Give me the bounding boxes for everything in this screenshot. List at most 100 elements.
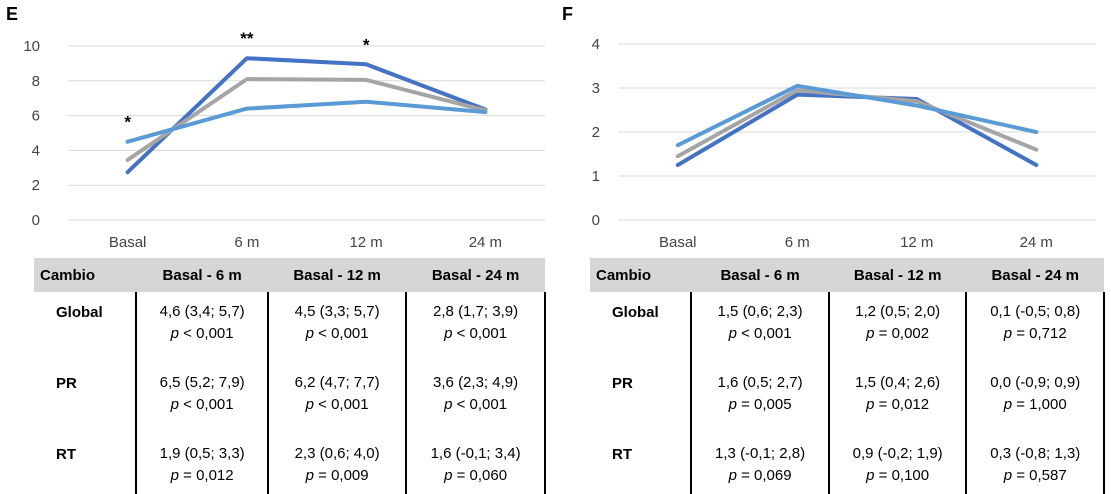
p-value: p = 0,069 bbox=[728, 467, 792, 484]
y-tick-label: 0 bbox=[32, 212, 40, 229]
significance-marker: * bbox=[124, 113, 131, 132]
table-header-row: Cambio Basal - 6 m Basal - 12 m Basal - 24 … bbox=[34, 258, 545, 292]
panel-label: E bbox=[6, 4, 19, 24]
y-tick-label: 1 bbox=[592, 168, 600, 185]
estimate-ci: 1,6 (-0,1; 3,4) bbox=[430, 445, 521, 462]
estimate-ci: 0,9 (-0,2; 1,9) bbox=[852, 445, 943, 462]
table-cell: 4,5 (3,3; 5,7) p < 0,001 bbox=[268, 292, 408, 363]
p-value: p = 1,000 bbox=[1003, 396, 1067, 413]
stats-table-e: Cambio Basal - 6 m Basal - 12 m Basal - 24 … bbox=[34, 258, 546, 494]
y-tick-label: 3 bbox=[592, 80, 600, 97]
panel-label: F bbox=[562, 4, 573, 24]
estimate-ci: 2,8 (1,7; 3,9) bbox=[433, 303, 519, 320]
column-header: Basal - 24 m bbox=[406, 258, 545, 292]
header-cambio: Cambio bbox=[34, 258, 137, 292]
estimate-ci: 0,0 (-0,9; 0,9) bbox=[990, 374, 1081, 391]
table-row: RT 1,3 (-0,1; 2,8) p = 0,069 0,9 (-0,2; 1,9… bbox=[590, 434, 1105, 494]
estimate-ci: 1,2 (0,5; 2,0) bbox=[855, 303, 941, 320]
table-cell: 1,6 (0,5; 2,7) p = 0,005 bbox=[690, 363, 830, 434]
p-value: p = 0,009 bbox=[305, 467, 369, 484]
y-tick-label: 10 bbox=[23, 38, 40, 55]
p-value: p < 0,001 bbox=[305, 325, 369, 342]
table-cell: 0,3 (-0,8; 1,3) p = 0,587 bbox=[966, 434, 1105, 494]
y-tick-label: 4 bbox=[592, 36, 600, 53]
p-value: p = 0,012 bbox=[866, 396, 930, 413]
estimate-ci: 0,1 (-0,5; 0,8) bbox=[990, 303, 1081, 320]
row-label: PR bbox=[56, 375, 77, 392]
row-label: RT bbox=[612, 446, 632, 463]
estimate-ci: 1,3 (-0,1; 2,8) bbox=[715, 445, 806, 462]
estimate-ci: 2,3 (0,6; 4,0) bbox=[294, 445, 380, 462]
table-row: RT 1,9 (0,5; 3,3) p = 0,012 2,3 (0,6; 4,0) p… bbox=[34, 434, 546, 494]
column-header: Basal - 24 m bbox=[966, 258, 1104, 292]
estimate-ci: 4,6 (3,4; 5,7) bbox=[159, 303, 245, 320]
estimate-ci: 1,5 (0,6; 2,3) bbox=[717, 303, 803, 320]
table-cell: 1,5 (0,6; 2,3) p < 0,001 bbox=[690, 292, 830, 363]
estimate-ci: 1,9 (0,5; 3,3) bbox=[159, 445, 245, 462]
y-tick-label: 2 bbox=[592, 124, 600, 141]
p-value: p < 0,001 bbox=[444, 325, 508, 342]
panel-e: E 0 2 4 6 8 10 Basal 6 m 12 m 24 m * ** * Cambio Basa… bbox=[0, 0, 555, 494]
series-line-1 bbox=[125, 56, 488, 175]
estimate-ci: 6,5 (5,2; 7,9) bbox=[159, 374, 245, 391]
y-tick-label: 4 bbox=[32, 142, 40, 159]
table-row: PR 1,6 (0,5; 2,7) p = 0,005 1,5 (0,4; 2,6) p… bbox=[590, 363, 1105, 434]
x-tick-label: 12 m bbox=[349, 234, 382, 251]
table-cell: 2,3 (0,6; 4,0) p = 0,009 bbox=[268, 434, 408, 494]
p-value: p < 0,001 bbox=[444, 396, 508, 413]
table-cell: 4,6 (3,4; 5,7) p < 0,001 bbox=[135, 292, 270, 363]
p-value: p < 0,001 bbox=[170, 325, 234, 342]
series-line-2 bbox=[675, 88, 1039, 159]
estimate-ci: 0,3 (-0,8; 1,3) bbox=[990, 445, 1081, 462]
x-tick-label: 6 m bbox=[234, 234, 259, 251]
table-row: Global 4,6 (3,4; 5,7) p < 0,001 4,5 (3,3; 5… bbox=[34, 292, 546, 363]
p-value: p = 0,012 bbox=[170, 467, 234, 484]
series-line-3 bbox=[675, 83, 1039, 148]
column-header: Basal - 6 m bbox=[691, 258, 829, 292]
table-cell: 1,9 (0,5; 3,3) p = 0,012 bbox=[135, 434, 270, 494]
p-value: p = 0,712 bbox=[1003, 325, 1067, 342]
estimate-ci: 1,6 (0,5; 2,7) bbox=[717, 374, 803, 391]
table-cell: 0,0 (-0,9; 0,9) p = 1,000 bbox=[966, 363, 1105, 434]
row-label: RT bbox=[56, 446, 76, 463]
p-value: p = 0,587 bbox=[1003, 467, 1067, 484]
row-label: PR bbox=[612, 375, 633, 392]
table-row: PR 6,5 (5,2; 7,9) p < 0,001 6,2 (4,7; 7,7) p… bbox=[34, 363, 546, 434]
x-tick-label: Basal bbox=[659, 234, 697, 251]
x-tick-label: 6 m bbox=[785, 234, 810, 251]
stats-table-f: Cambio Basal - 6 m Basal - 12 m Basal - 24 … bbox=[590, 258, 1105, 494]
x-tick-label: 12 m bbox=[900, 234, 933, 251]
series-line-3 bbox=[125, 99, 488, 144]
table-cell: 1,5 (0,4; 2,6) p = 0,012 bbox=[828, 363, 968, 434]
series-line-2 bbox=[125, 77, 488, 162]
x-tick-label: 24 m bbox=[469, 234, 502, 251]
y-tick-label: 6 bbox=[32, 108, 40, 125]
x-tick-label: Basal bbox=[109, 234, 147, 251]
column-header: Basal - 6 m bbox=[136, 258, 269, 292]
y-tick-label: 0 bbox=[592, 212, 600, 229]
table-cell: 0,1 (-0,5; 0,8) p = 0,712 bbox=[966, 292, 1105, 363]
table-cell: 6,2 (4,7; 7,7) p < 0,001 bbox=[268, 363, 408, 434]
x-tick-label: 24 m bbox=[1020, 234, 1053, 251]
p-value: p = 0,002 bbox=[866, 325, 930, 342]
table-cell: 2,8 (1,7; 3,9) p < 0,001 bbox=[406, 292, 546, 363]
row-label: Global bbox=[56, 304, 103, 321]
table-cell: 1,6 (-0,1; 3,4) p = 0,060 bbox=[406, 434, 546, 494]
table-row: Global 1,5 (0,6; 2,3) p < 0,001 1,2 (0,5; 2… bbox=[590, 292, 1105, 363]
y-tick-label: 8 bbox=[32, 73, 40, 90]
significance-marker: * bbox=[363, 35, 370, 54]
estimate-ci: 6,2 (4,7; 7,7) bbox=[294, 374, 380, 391]
p-value: p = 0,100 bbox=[866, 467, 930, 484]
column-header: Basal - 12 m bbox=[268, 258, 407, 292]
table-header-row: Cambio Basal - 6 m Basal - 12 m Basal - 24 … bbox=[590, 258, 1104, 292]
table-cell: 1,3 (-0,1; 2,8) p = 0,069 bbox=[690, 434, 830, 494]
table-cell: 0,9 (-0,2; 1,9) p = 0,100 bbox=[828, 434, 968, 494]
p-value: p < 0,001 bbox=[305, 396, 369, 413]
p-value: p < 0,001 bbox=[170, 396, 234, 413]
significance-marker: ** bbox=[240, 29, 254, 48]
table-cell: 1,2 (0,5; 2,0) p = 0,002 bbox=[828, 292, 968, 363]
header-cambio: Cambio bbox=[590, 258, 692, 292]
y-tick-label: 2 bbox=[32, 177, 40, 194]
